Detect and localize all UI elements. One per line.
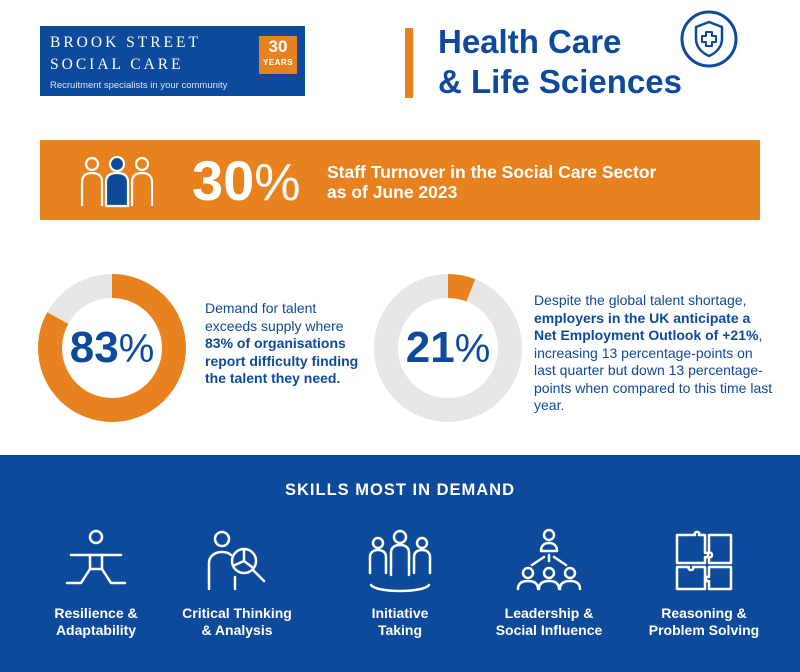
stat-description-21: Despite the global talent shortage, empl… <box>534 292 774 415</box>
skill-label: Initiative Taking <box>330 605 470 639</box>
turnover-unit: % <box>254 154 301 212</box>
skill-label-line-1: Reasoning & <box>661 605 747 621</box>
stat-text-plain: Demand for talent exceeds supply where <box>205 300 344 334</box>
people-stepping-forward-icon <box>368 529 432 593</box>
turnover-text-line-2: as of June 2023 <box>327 182 458 202</box>
skill-label-line-2: Problem Solving <box>648 622 760 638</box>
stat-text-plain: Despite the global talent shortage, <box>534 292 747 308</box>
stat-value-21: 21% <box>373 323 523 374</box>
skills-section: SKILLS MOST IN DEMAND Resilience & Adapta… <box>0 455 800 672</box>
puzzle-pieces-icon <box>675 530 733 591</box>
donut-arc <box>38 274 186 422</box>
turnover-banner: 30% Staff Turnover in the Social Care Se… <box>40 140 760 220</box>
brand-logo: BROOK STREET SOCIAL CARE Recruitment spe… <box>40 26 305 96</box>
years-number: 30 <box>268 37 288 56</box>
stat-unit: % <box>454 327 491 371</box>
logo-line-2: SOCIAL CARE <box>50 56 184 73</box>
person-magnifier-chart-icon <box>207 530 266 591</box>
stat-description-83: Demand for talent exceeds supply where 8… <box>205 300 370 388</box>
turnover-value: 30 <box>192 149 255 212</box>
stat-value-83: 83% <box>37 323 187 374</box>
turnover-description: Staff Turnover in the Social Care Sector… <box>327 162 747 202</box>
skill-label: Reasoning & Problem Solving <box>634 605 774 639</box>
years-badge: 30 YEARS <box>259 36 297 74</box>
skill-initiative: Initiative Taking <box>330 527 470 639</box>
skill-label-line-2: Adaptability <box>55 622 137 638</box>
page-title: Health Care & Life Sciences <box>438 22 682 102</box>
stat-unit: % <box>118 327 155 371</box>
skill-label: Resilience & Adaptability <box>26 605 166 639</box>
skill-label: Critical Thinking & Analysis <box>167 605 307 639</box>
skill-label-line-1: Leadership & <box>504 605 594 621</box>
shield-cross-icon <box>680 10 738 68</box>
skill-label-line-1: Resilience & <box>54 605 138 621</box>
stat-donut-83: 83% <box>37 273 187 423</box>
people-group-icon <box>80 155 154 208</box>
donut-arc <box>374 274 522 422</box>
skill-resilience: Resilience & Adaptability <box>26 527 166 639</box>
stat-text-bold: employers in the UK anticipate a Net Emp… <box>534 309 759 344</box>
stat-number: 83 <box>69 323 119 372</box>
skill-leadership: Leadership & Social Influence <box>479 527 619 639</box>
skill-label-line-2: Social Influence <box>495 622 603 638</box>
yoga-pose-icon <box>65 529 127 585</box>
skill-label-line-2: Taking <box>377 622 423 638</box>
skill-label-line-2: & Analysis <box>201 622 273 638</box>
skill-label-line-1: Critical Thinking <box>182 605 292 621</box>
skill-label: Leadership & Social Influence <box>479 605 619 639</box>
title-line-1: Health Care <box>438 23 622 60</box>
turnover-percentage: 30% <box>192 146 301 218</box>
turnover-text-line-1: Staff Turnover in the Social Care Sector <box>327 162 657 182</box>
stat-donut-21: 21% <box>373 273 523 423</box>
logo-tagline: Recruitment specialists in your communit… <box>50 80 228 91</box>
donut-ring-83 <box>38 274 186 422</box>
skill-reasoning: Reasoning & Problem Solving <box>634 527 774 639</box>
skills-title: SKILLS MOST IN DEMAND <box>285 481 515 499</box>
skill-label-line-1: Initiative <box>371 605 429 621</box>
years-label: YEARS <box>262 58 294 67</box>
donut-ring-21 <box>374 274 522 422</box>
title-accent-bar <box>405 28 413 98</box>
logo-line-1: BROOK STREET <box>50 34 201 51</box>
title-line-2: & Life Sciences <box>438 63 682 100</box>
skill-critical-thinking: Critical Thinking & Analysis <box>167 527 307 639</box>
stat-text-plain-2: , increasing 13 percentage-points on las… <box>534 327 773 413</box>
leader-team-icon <box>516 528 582 591</box>
stat-text-bold: 83% of organisations report difficulty f… <box>205 335 359 386</box>
stat-number: 21 <box>405 323 455 372</box>
